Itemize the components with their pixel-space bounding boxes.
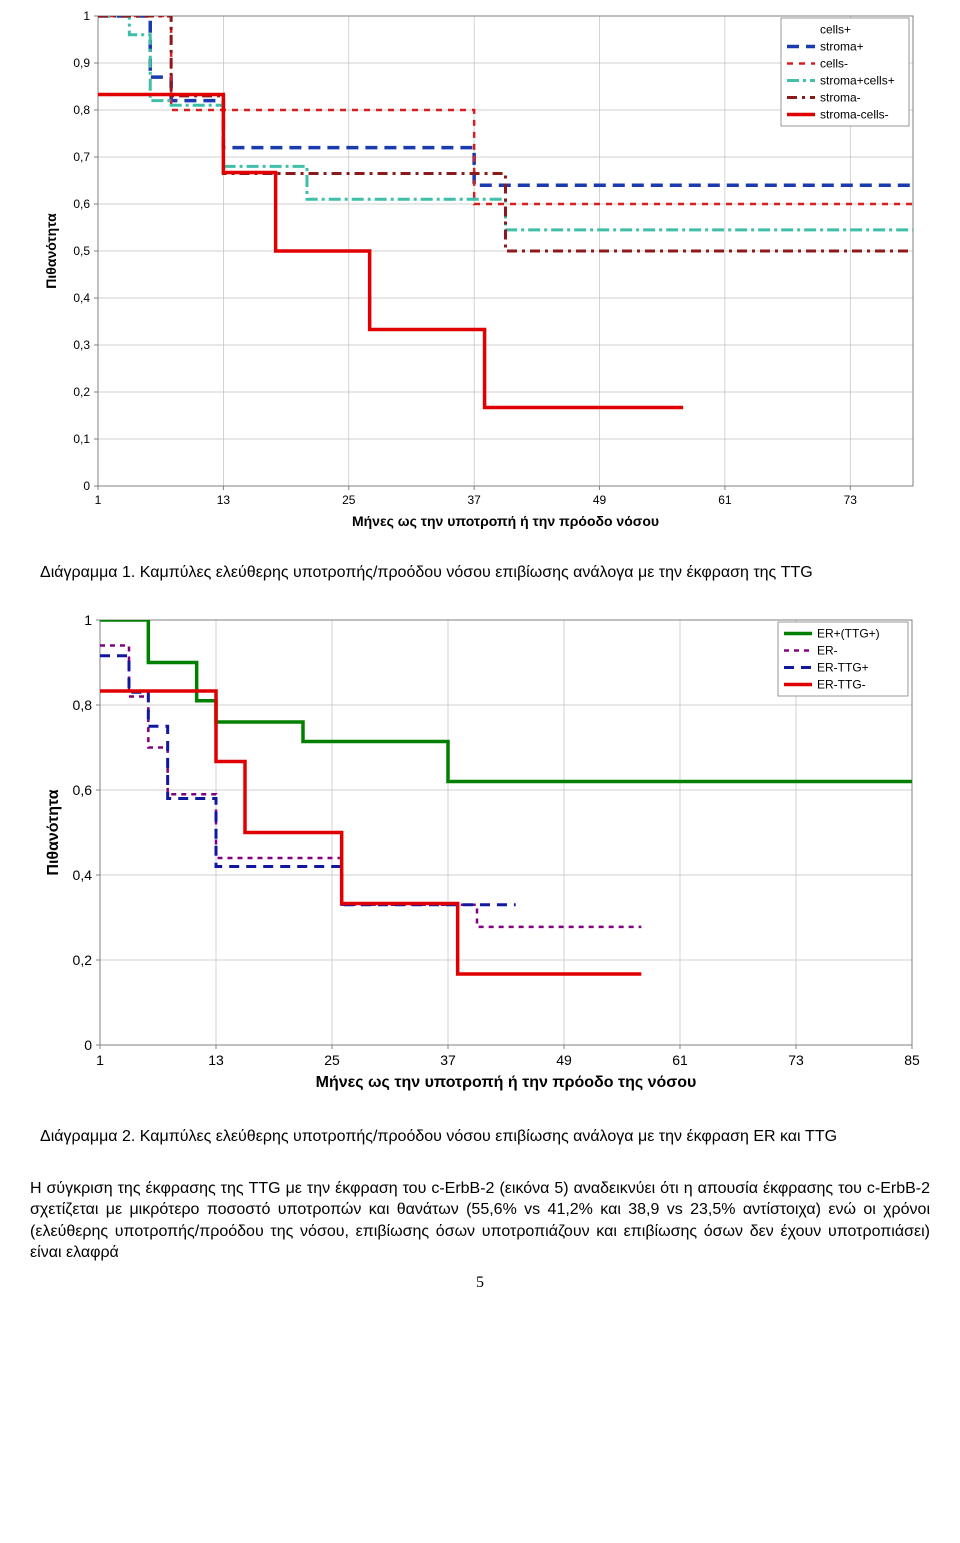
svg-text:1: 1 — [83, 10, 90, 23]
svg-text:ER-: ER- — [817, 643, 838, 657]
svg-text:1: 1 — [95, 493, 102, 507]
body-paragraph: Η σύγκριση της έκφρασης της TTG με την έ… — [30, 1178, 930, 1264]
svg-text:0,6: 0,6 — [73, 782, 93, 798]
svg-text:Πιθανότητα: Πιθανότητα — [43, 213, 59, 289]
svg-text:1: 1 — [84, 614, 92, 628]
page: 0 0,1 0,2 0,3 0,4 0,5 0,6 0,7 0,8 0,9 1 1 13 25 37 49 61… — [0, 0, 960, 1312]
svg-text:Μήνες ως την υποτροπή ή την πρ: Μήνες ως την υποτροπή ή την πρόοδο της ν… — [316, 1074, 697, 1091]
svg-text:1: 1 — [96, 1052, 104, 1068]
survival-chart-1: 0 0,1 0,2 0,3 0,4 0,5 0,6 0,7 0,8 0,9 1 1 13 25 37 49 61… — [30, 10, 930, 555]
svg-text:49: 49 — [556, 1052, 572, 1068]
svg-text:37: 37 — [440, 1052, 456, 1068]
svg-text:13: 13 — [217, 493, 231, 507]
svg-text:stroma-: stroma- — [820, 91, 861, 105]
svg-text:cells-: cells- — [820, 57, 848, 71]
svg-text:49: 49 — [593, 493, 607, 507]
chart2-caption: Διάγραμμα 2. Καμπύλες ελεύθερης υποτροπή… — [40, 1127, 920, 1148]
svg-text:25: 25 — [324, 1052, 340, 1068]
svg-text:25: 25 — [342, 493, 356, 507]
chart1-block: 0 0,1 0,2 0,3 0,4 0,5 0,6 0,7 0,8 0,9 1 1 13 25 37 49 61… — [30, 10, 930, 584]
chart2-block: 0 0,2 0,4 0,6 0,8 1 1 13 25 37 49 61 73 85 Πιθανότητα Μ… — [30, 614, 930, 1148]
svg-text:0,8: 0,8 — [73, 697, 93, 713]
svg-text:85: 85 — [904, 1052, 920, 1068]
svg-text:61: 61 — [672, 1052, 688, 1068]
svg-text:ER-TTG-: ER-TTG- — [817, 677, 866, 691]
svg-text:0,7: 0,7 — [73, 150, 90, 164]
svg-text:0,4: 0,4 — [73, 867, 93, 883]
svg-text:stroma-cells-: stroma-cells- — [820, 108, 889, 122]
svg-text:0,6: 0,6 — [73, 197, 90, 211]
svg-text:13: 13 — [208, 1052, 224, 1068]
svg-text:0,4: 0,4 — [73, 291, 90, 305]
svg-text:0: 0 — [84, 1037, 92, 1053]
survival-chart-2: 0 0,2 0,4 0,6 0,8 1 1 13 25 37 49 61 73 85 Πιθανότητα Μ… — [30, 614, 930, 1119]
svg-text:Πιθανότητα: Πιθανότητα — [45, 789, 62, 875]
svg-text:0,5: 0,5 — [73, 244, 90, 258]
page-number: 5 — [30, 1274, 930, 1292]
svg-text:stroma+cells+: stroma+cells+ — [820, 74, 895, 88]
svg-text:0: 0 — [83, 479, 90, 493]
svg-text:0,2: 0,2 — [73, 952, 93, 968]
svg-text:stroma+: stroma+ — [820, 40, 864, 54]
svg-text:ER+(TTG+): ER+(TTG+) — [817, 626, 880, 640]
svg-text:Μήνες ως την υποτροπή ή την πρ: Μήνες ως την υποτροπή ή την πρόοδο νόσου — [352, 513, 659, 529]
svg-text:cells+: cells+ — [820, 23, 851, 37]
svg-text:0,1: 0,1 — [73, 432, 90, 446]
svg-text:0,9: 0,9 — [73, 56, 90, 70]
svg-text:0,3: 0,3 — [73, 338, 90, 352]
svg-text:73: 73 — [844, 493, 858, 507]
svg-text:0,2: 0,2 — [73, 385, 90, 399]
svg-text:37: 37 — [467, 493, 481, 507]
svg-text:ER-TTG+: ER-TTG+ — [817, 660, 869, 674]
svg-text:0,8: 0,8 — [73, 103, 90, 117]
chart1-caption: Διάγραμμα 1. Καμπύλες ελεύθερης υποτροπή… — [40, 563, 920, 584]
svg-text:73: 73 — [788, 1052, 804, 1068]
svg-text:61: 61 — [718, 493, 732, 507]
